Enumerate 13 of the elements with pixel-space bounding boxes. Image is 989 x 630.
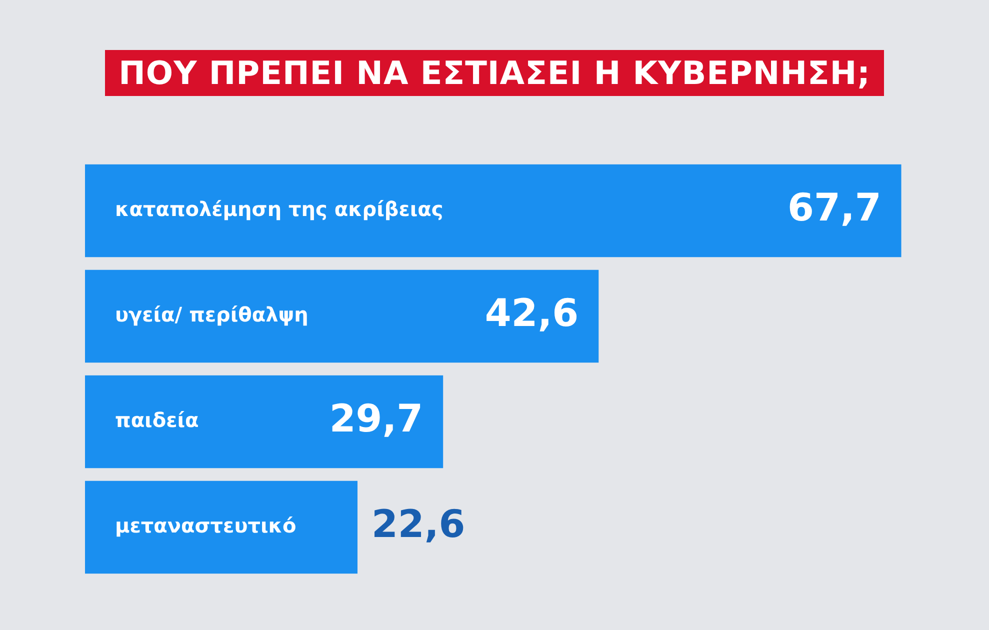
bar bbox=[85, 480, 358, 574]
y-tick-label: καταπολέμηση της ακρίβειας bbox=[115, 196, 444, 221]
data-label: 67,7 bbox=[788, 186, 882, 230]
y-tick-label: υγεία/ περίθαλψη bbox=[115, 302, 308, 326]
bar bbox=[85, 270, 599, 363]
chart-title: ΠΟΥ ΠΡΕΠΕΙ ΝΑ ΕΣΤΙΑΣΕΙ Η ΚΥΒΕΡΝΗΣΗ; bbox=[104, 50, 884, 96]
y-tick-label: παιδεία bbox=[115, 408, 199, 432]
y-tick-label: μεταναστευτικό bbox=[115, 513, 296, 538]
data-label: 22,6 bbox=[371, 502, 466, 546]
bar bbox=[85, 164, 902, 258]
bar bbox=[85, 375, 444, 468]
data-label: 42,6 bbox=[484, 291, 579, 336]
data-label: 29,7 bbox=[329, 396, 424, 441]
